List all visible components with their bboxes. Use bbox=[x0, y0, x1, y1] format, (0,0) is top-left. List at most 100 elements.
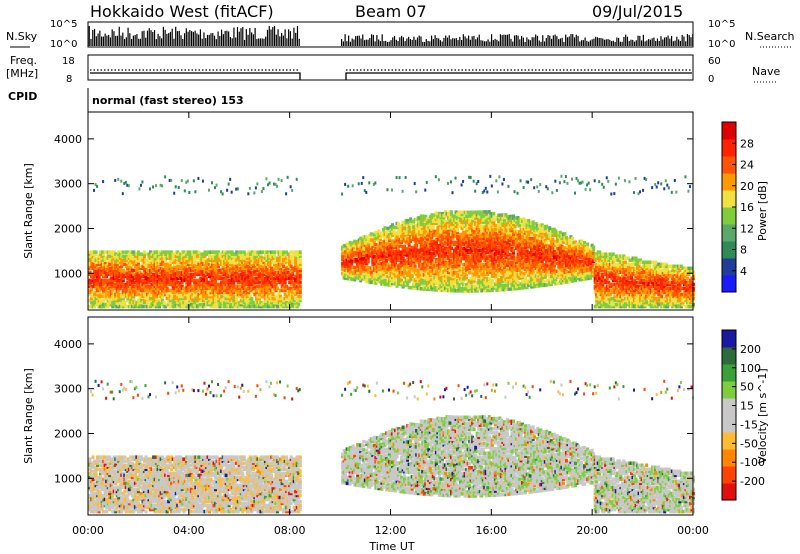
echo-cell bbox=[138, 276, 142, 281]
echo-cell bbox=[123, 256, 127, 260]
echo-cell bbox=[253, 300, 257, 305]
echo-cell bbox=[126, 284, 130, 289]
echo-cell bbox=[250, 252, 254, 256]
echo-cell bbox=[347, 260, 351, 265]
echo-cell bbox=[118, 258, 122, 262]
echo-cell bbox=[257, 296, 261, 301]
echo-cell bbox=[368, 254, 372, 258]
echo-cell bbox=[138, 300, 142, 305]
echo-cell bbox=[118, 286, 122, 291]
echo-cell bbox=[403, 259, 407, 263]
echo-cell bbox=[144, 300, 148, 305]
echo-cell bbox=[147, 252, 151, 256]
echo-cell bbox=[194, 268, 198, 273]
echo-cell bbox=[214, 270, 218, 275]
echo-cell bbox=[192, 260, 196, 264]
echo-cell bbox=[277, 274, 281, 279]
echo-cell bbox=[186, 274, 190, 279]
echo-cell bbox=[214, 302, 218, 307]
echo-cell bbox=[114, 304, 118, 309]
echo-cell bbox=[117, 177, 120, 181]
echo-cell bbox=[248, 286, 252, 291]
echo-cell bbox=[103, 302, 107, 307]
echo-cell bbox=[174, 278, 178, 283]
echo-cell bbox=[257, 276, 261, 281]
echo-cell bbox=[147, 290, 151, 295]
echo-cell bbox=[168, 266, 172, 271]
echo-cell bbox=[195, 300, 199, 305]
echo-cell bbox=[394, 253, 398, 258]
echo-cell bbox=[214, 298, 218, 303]
echo-cell bbox=[130, 256, 134, 260]
echo-cell bbox=[260, 286, 264, 291]
echo-cell bbox=[197, 282, 201, 287]
echo-cell bbox=[341, 192, 344, 196]
echo-cell bbox=[109, 280, 113, 285]
echo-cell bbox=[173, 282, 177, 287]
echo-cell bbox=[197, 254, 201, 258]
echo-cell bbox=[372, 262, 376, 267]
echo-cell bbox=[124, 304, 128, 309]
echo-cell bbox=[93, 270, 97, 275]
echo-cell bbox=[250, 254, 254, 258]
echo-cell bbox=[384, 232, 388, 236]
echo-cell bbox=[378, 271, 382, 276]
echo-cell bbox=[398, 240, 402, 244]
echo-cell bbox=[152, 274, 156, 279]
echo-cell bbox=[115, 260, 119, 264]
echo-cell bbox=[254, 272, 258, 277]
echo-cell bbox=[257, 268, 261, 273]
echo-cell bbox=[230, 190, 233, 194]
echo-cell bbox=[404, 267, 408, 271]
echo-cell bbox=[282, 256, 286, 260]
echo-cell bbox=[285, 272, 289, 277]
echo-cell bbox=[142, 292, 146, 297]
echo-cell bbox=[404, 253, 408, 257]
echo-cell bbox=[371, 244, 375, 249]
echo-cell bbox=[395, 241, 399, 246]
echo-cell bbox=[129, 264, 133, 269]
echo-cell bbox=[395, 221, 399, 226]
echo-cell bbox=[100, 272, 104, 277]
echo-cell bbox=[276, 274, 280, 279]
echo-cell bbox=[380, 253, 384, 258]
echo-cell bbox=[230, 288, 234, 293]
echo-cell bbox=[250, 300, 254, 305]
echo-cell bbox=[206, 258, 210, 262]
echo-cell bbox=[155, 302, 159, 307]
echo-cell bbox=[114, 272, 118, 277]
echo-cell bbox=[407, 241, 411, 245]
echo-cell bbox=[298, 260, 302, 264]
echo-cell bbox=[100, 258, 104, 262]
echo-cell bbox=[183, 258, 187, 262]
echo-cell bbox=[230, 296, 234, 301]
echo-cell bbox=[161, 262, 165, 267]
echo-cell bbox=[162, 292, 166, 297]
echo-cell bbox=[409, 247, 413, 252]
echo-cell bbox=[378, 233, 382, 238]
echo-cell bbox=[251, 270, 255, 275]
echo-cell bbox=[189, 288, 193, 293]
echo-cell bbox=[389, 263, 393, 267]
echo-cell bbox=[374, 269, 378, 273]
echo-cell bbox=[362, 247, 366, 251]
echo-cell bbox=[117, 268, 121, 273]
echo-cell bbox=[274, 302, 278, 307]
echo-cell bbox=[212, 256, 216, 260]
echo-cell bbox=[442, 214, 446, 218]
echo-cell bbox=[247, 264, 251, 269]
echo-cell bbox=[397, 224, 401, 228]
echo-cell bbox=[360, 267, 364, 271]
echo-cell bbox=[114, 274, 118, 279]
echo-cell bbox=[207, 274, 211, 279]
echo-cell bbox=[380, 278, 384, 282]
echo-cell bbox=[348, 271, 352, 275]
echo-cell bbox=[91, 274, 95, 279]
echo-cell bbox=[233, 296, 237, 301]
echo-cell bbox=[99, 282, 103, 287]
echo-cell bbox=[265, 177, 268, 181]
echo-cell bbox=[257, 300, 261, 305]
echo-cell bbox=[386, 246, 390, 251]
echo-cell bbox=[359, 254, 363, 259]
echo-cell bbox=[277, 300, 281, 305]
